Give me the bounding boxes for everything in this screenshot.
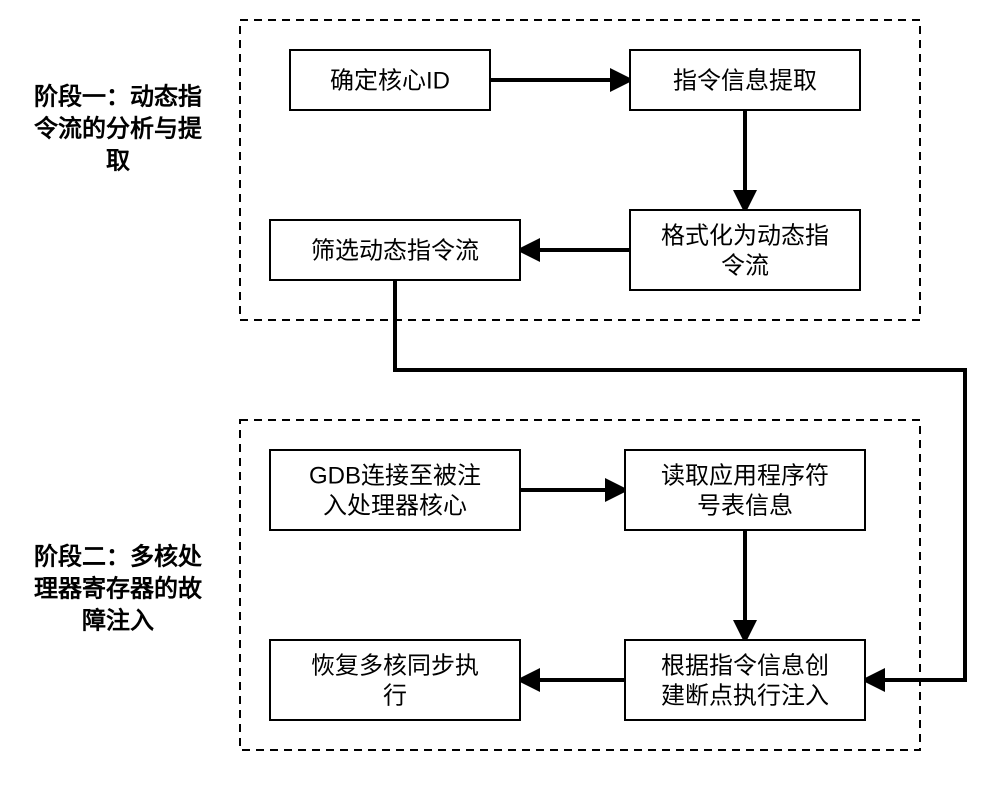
box-b5-text: GDB连接至被注	[309, 462, 481, 489]
stage1-label: 令流的分析与提	[34, 114, 203, 142]
box-b3-text: 令流	[721, 252, 769, 279]
stage2-label: 阶段二：多核处	[34, 542, 202, 570]
stage2-label: 障注入	[82, 606, 154, 634]
box-b2-text: 指令信息提取	[673, 67, 817, 94]
box-b6-text: 号表信息	[697, 492, 793, 519]
stage1-label: 阶段一：动态指	[34, 82, 202, 110]
box-b5-text: 入处理器核心	[323, 492, 467, 519]
box-b3-text: 格式化为动态指	[661, 222, 829, 249]
box-b1-text: 确定核心ID	[330, 67, 450, 94]
flowchart-canvas: 确定核心ID 指令信息提取格式化为动态指令流 筛选动态指令流 GDB连接至被注入处理器…	[0, 0, 1000, 805]
box-b6-text: 读取应用程序符	[661, 462, 829, 489]
box-b7-text: 根据指令信息创	[661, 652, 829, 679]
stage-labels: 阶段一：动态指令流的分析与提取阶段二：多核处理器寄存器的故障注入	[34, 82, 203, 634]
box-b7-text: 建断点执行注入	[661, 682, 829, 709]
stage1-label: 取	[106, 147, 130, 174]
box-b4-text: 筛选动态指令流	[311, 237, 479, 264]
stage2-label: 理器寄存器的故	[34, 574, 203, 602]
arrows-layer	[395, 80, 965, 680]
box-b8-text: 恢复多核同步执	[311, 652, 479, 679]
box-b8-text: 行	[383, 682, 407, 709]
boxes-layer: 确定核心ID 指令信息提取格式化为动态指令流 筛选动态指令流 GDB连接至被注入处理器…	[270, 50, 865, 720]
